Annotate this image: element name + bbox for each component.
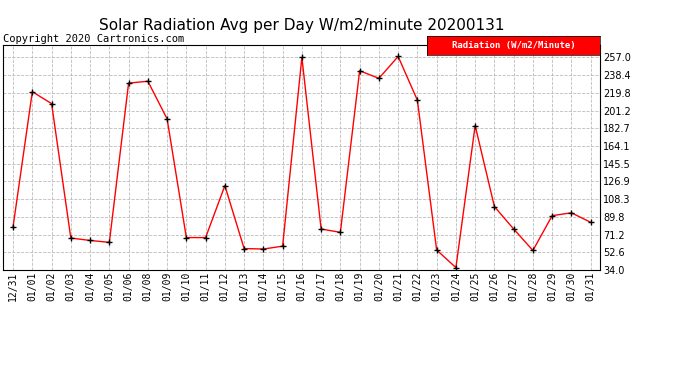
Text: Copyright 2020 Cartronics.com: Copyright 2020 Cartronics.com (3, 34, 185, 44)
Title: Solar Radiation Avg per Day W/m2/minute 20200131: Solar Radiation Avg per Day W/m2/minute … (99, 18, 504, 33)
